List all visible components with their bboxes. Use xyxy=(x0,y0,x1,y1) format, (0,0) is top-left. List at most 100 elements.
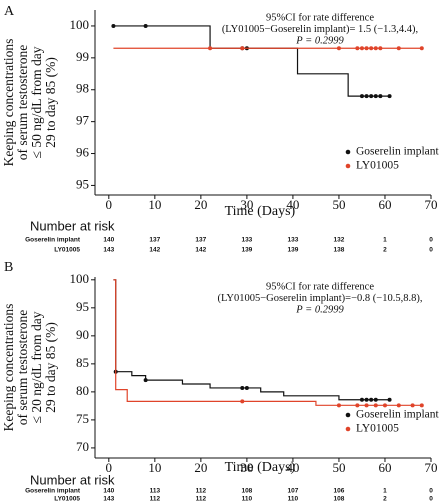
risk-count: 1 xyxy=(383,237,387,244)
y-label-line: of serum testosterone xyxy=(15,310,30,425)
censor-mark xyxy=(369,94,374,99)
annotation: 95%CI for rate difference xyxy=(266,281,374,292)
x-axis-label: Time (Days) xyxy=(225,204,296,219)
censor-mark xyxy=(396,403,401,408)
risk-count: 137 xyxy=(195,237,206,244)
censor-mark xyxy=(240,46,245,51)
legend-marker xyxy=(345,149,351,155)
y-label-line: of serum testosterone xyxy=(15,45,30,160)
censor-mark xyxy=(364,94,369,99)
censor-mark xyxy=(373,46,378,51)
x-tick-label: 30 xyxy=(240,197,253,212)
legend-label: Goserelin implant xyxy=(356,146,440,158)
risk-count: 142 xyxy=(149,247,160,254)
censor-mark xyxy=(364,403,369,408)
risk-count: 107 xyxy=(287,488,298,495)
y-tick-label: 85 xyxy=(76,355,89,370)
risk-count: 0 xyxy=(429,488,433,495)
y-tick-label: 99 xyxy=(76,49,89,64)
censor-mark xyxy=(378,94,383,99)
censor-mark xyxy=(396,46,401,51)
x-tick-label: 40 xyxy=(286,197,299,212)
annotation: (LY01005−Goserelin implant)=−0.8 (−10.5,… xyxy=(218,293,423,304)
y-label-line: Keeping concentrations xyxy=(1,39,16,167)
annotation: (LY01005−Goserelin implant)= 1.5 (−1.3,4… xyxy=(222,24,418,35)
x-tick-label: 0 xyxy=(106,197,113,212)
censor-mark xyxy=(382,403,387,408)
censor-mark xyxy=(355,46,360,51)
risk-count: 140 xyxy=(103,488,114,495)
x-tick-label: 70 xyxy=(425,197,438,212)
x-tick-label: 30 xyxy=(240,460,253,475)
risk-count: 108 xyxy=(334,496,345,503)
x-tick-label: 20 xyxy=(194,197,207,212)
x-tick-label: 70 xyxy=(425,460,438,475)
risk-count: 139 xyxy=(241,247,252,254)
risk-table-title: Number at risk xyxy=(30,472,115,487)
risk-count: 143 xyxy=(103,496,114,503)
risk-row-name: LY01005 xyxy=(54,247,80,254)
legend-marker xyxy=(345,163,351,169)
censor-mark xyxy=(387,397,392,402)
y-axis-label: Keeping concentrationsof serum testoster… xyxy=(1,304,58,432)
risk-count: 112 xyxy=(196,496,207,503)
y-tick-label: 70 xyxy=(76,439,89,454)
risk-count: 142 xyxy=(195,247,206,254)
y-tick-label: 90 xyxy=(76,327,89,342)
y-label-line: ≤ 50 ng/dL from day xyxy=(29,46,44,158)
x-tick-label: 10 xyxy=(148,197,161,212)
censor-mark xyxy=(373,94,378,99)
y-tick-label: 95 xyxy=(76,299,89,314)
risk-count: 113 xyxy=(150,488,161,495)
annotation: P = 0.2999 xyxy=(295,35,344,46)
y-tick-label: 96 xyxy=(76,145,90,160)
legend-label: LY01005 xyxy=(356,160,399,172)
risk-count: 112 xyxy=(196,488,207,495)
y-label-line: 29 to day 85 (%) xyxy=(43,57,58,148)
legend-marker xyxy=(345,412,351,418)
risk-count: 137 xyxy=(149,237,160,244)
censor-mark xyxy=(378,46,383,51)
legend-label: Goserelin implant xyxy=(356,409,440,421)
censor-mark xyxy=(355,403,360,408)
y-tick-label: 80 xyxy=(76,383,89,398)
risk-row-name: Goserelin implant xyxy=(25,237,81,244)
risk-count: 139 xyxy=(287,247,298,254)
y-tick-label: 100 xyxy=(70,271,90,286)
y-label-line: ≤ 20 ng/dL from day xyxy=(29,311,44,423)
censor-mark xyxy=(419,46,424,51)
annotation: 95%CI for rate difference xyxy=(266,12,374,23)
censor-mark xyxy=(410,403,415,408)
risk-count: 2 xyxy=(383,247,387,254)
risk-count: 133 xyxy=(287,237,298,244)
censor-mark xyxy=(359,397,364,402)
risk-row-name: Goserelin implant xyxy=(25,488,81,495)
censor-mark xyxy=(364,46,369,51)
censor-mark xyxy=(240,399,245,404)
censor-mark xyxy=(373,397,378,402)
risk-count: 112 xyxy=(150,496,161,503)
risk-count: 143 xyxy=(103,247,114,254)
risk-row-name: LY01005 xyxy=(54,496,80,503)
x-axis-label: Time (Days) xyxy=(225,460,296,475)
censor-mark xyxy=(419,403,424,408)
censor-mark xyxy=(244,385,249,390)
risk-count: 1 xyxy=(383,488,387,495)
risk-count: 0 xyxy=(429,247,433,254)
censor-mark xyxy=(336,403,341,408)
x-tick-label: 60 xyxy=(378,197,391,212)
y-tick-label: 95 xyxy=(76,176,89,191)
risk-count: 140 xyxy=(103,237,114,244)
km-curve xyxy=(113,279,390,401)
censor-mark xyxy=(359,46,364,51)
risk-count: 133 xyxy=(241,237,252,244)
km-curve xyxy=(113,25,390,97)
x-tick-label: 10 xyxy=(148,460,161,475)
x-tick-label: 20 xyxy=(194,460,207,475)
y-label-line: 29 to day 85 (%) xyxy=(43,322,58,413)
censor-mark xyxy=(364,397,369,402)
risk-count: 110 xyxy=(242,496,253,503)
risk-count: 0 xyxy=(429,496,433,503)
censor-mark xyxy=(240,385,245,390)
